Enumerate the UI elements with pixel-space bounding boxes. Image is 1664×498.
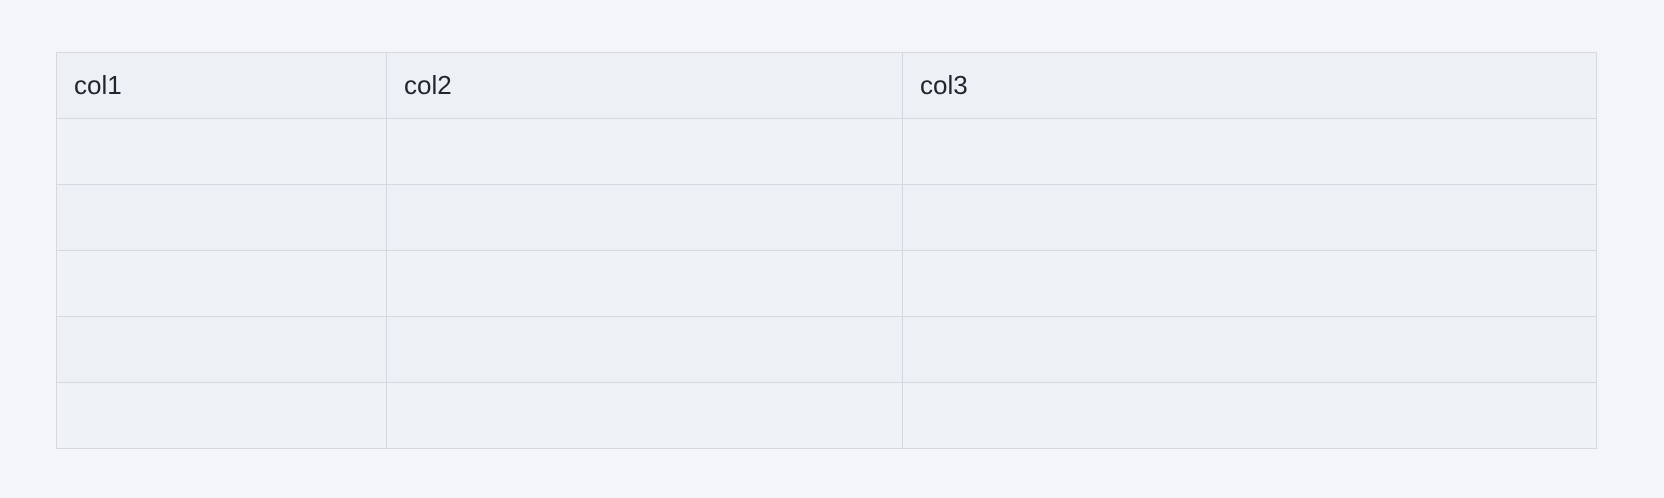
- table-cell[interactable]: [386, 118, 903, 185]
- table-cell[interactable]: [902, 382, 1597, 449]
- table-row: [56, 184, 1597, 251]
- table-cell[interactable]: [56, 184, 387, 251]
- column-header-col1[interactable]: col1: [56, 52, 387, 119]
- table-row: [56, 250, 1597, 317]
- table-row: [56, 382, 1597, 449]
- table-cell[interactable]: [902, 250, 1597, 317]
- table-cell[interactable]: [56, 118, 387, 185]
- data-table: col1 col2 col3: [56, 52, 1597, 449]
- table-cell[interactable]: [902, 184, 1597, 251]
- table-header: col1 col2 col3: [56, 52, 1597, 119]
- table-cell[interactable]: [386, 316, 903, 383]
- table-cell[interactable]: [56, 382, 387, 449]
- table-body: [56, 118, 1597, 449]
- header-row: col1 col2 col3: [56, 52, 1597, 119]
- table-cell[interactable]: [386, 250, 903, 317]
- table-row: [56, 118, 1597, 185]
- data-table-container: col1 col2 col3: [56, 52, 1597, 449]
- column-header-col3[interactable]: col3: [902, 52, 1597, 119]
- table-cell[interactable]: [56, 316, 387, 383]
- table-cell[interactable]: [386, 382, 903, 449]
- table-cell[interactable]: [902, 118, 1597, 185]
- table-cell[interactable]: [386, 184, 903, 251]
- table-cell[interactable]: [56, 250, 387, 317]
- table-row: [56, 316, 1597, 383]
- table-cell[interactable]: [902, 316, 1597, 383]
- column-header-col2[interactable]: col2: [386, 52, 903, 119]
